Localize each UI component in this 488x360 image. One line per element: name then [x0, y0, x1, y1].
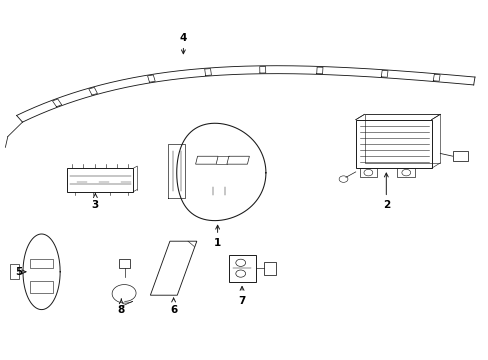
Text: 2: 2 [382, 173, 389, 210]
Text: 3: 3 [92, 194, 99, 210]
Text: 8: 8 [118, 299, 124, 315]
Polygon shape [226, 156, 249, 164]
Text: 7: 7 [238, 287, 245, 306]
Text: 1: 1 [214, 225, 221, 248]
Text: 4: 4 [179, 33, 187, 54]
Text: 6: 6 [170, 298, 177, 315]
Text: 5: 5 [15, 267, 26, 277]
Polygon shape [195, 156, 218, 164]
